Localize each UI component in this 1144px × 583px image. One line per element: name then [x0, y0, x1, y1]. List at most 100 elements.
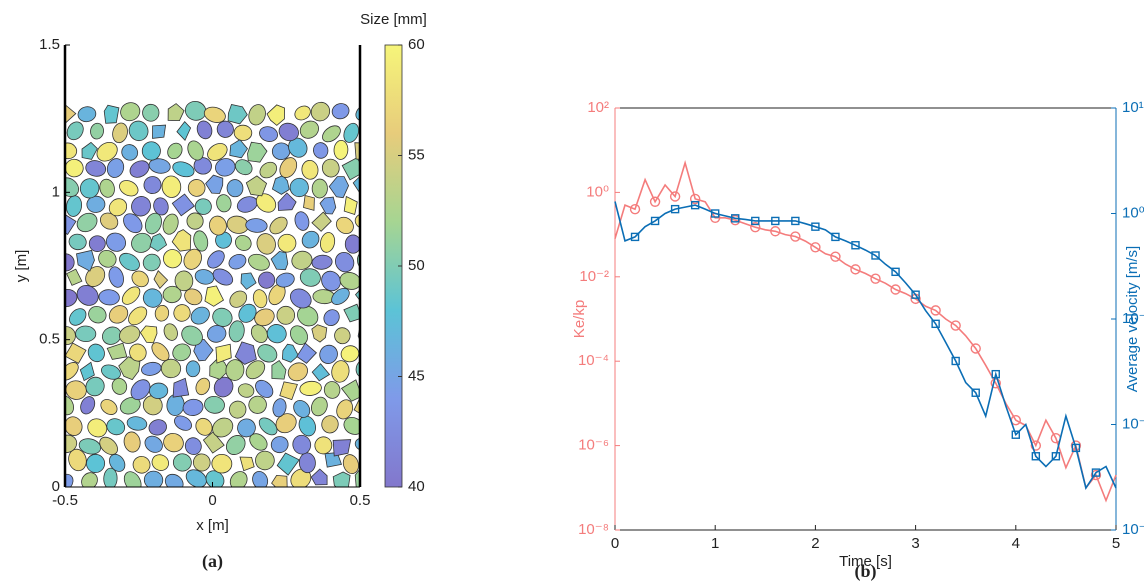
particle [319, 344, 338, 364]
particle [119, 180, 139, 197]
marker [950, 320, 961, 331]
particle [354, 142, 360, 160]
particle [245, 360, 266, 380]
particle [164, 473, 184, 487]
particle [215, 231, 232, 249]
particle [85, 266, 106, 287]
particle [65, 434, 78, 454]
series-line [614, 160, 1117, 503]
particle [227, 104, 248, 125]
marker [771, 216, 780, 226]
particle [163, 433, 184, 453]
particle [342, 454, 359, 475]
marker [750, 221, 761, 233]
marker [891, 267, 900, 277]
particle [334, 251, 355, 273]
particle [142, 253, 161, 272]
particle [311, 178, 328, 199]
marker [670, 204, 680, 214]
particle [331, 103, 350, 120]
particle [173, 304, 191, 322]
particle [65, 288, 78, 308]
particle [88, 235, 106, 252]
particle [258, 417, 278, 436]
particle [277, 233, 297, 253]
particle [99, 436, 118, 455]
particle [245, 175, 268, 197]
marker [1051, 452, 1061, 461]
particle [335, 216, 354, 235]
particle [271, 359, 287, 380]
particle [108, 305, 129, 324]
marker [871, 251, 880, 260]
particle [328, 176, 350, 199]
particle [299, 120, 319, 139]
y-tick-label: 10⁻⁶ [578, 437, 609, 454]
particle [354, 213, 360, 230]
particle [139, 325, 158, 344]
particle [148, 158, 171, 174]
marker [1030, 440, 1042, 451]
particle [248, 104, 266, 126]
particle [233, 124, 253, 141]
particle [132, 456, 151, 474]
particle [298, 415, 316, 437]
particle [80, 396, 96, 415]
particle [272, 398, 287, 418]
panel-b: 0 1 2 3 4 5 10⁻⁸ 10⁻⁶ 10⁻⁴ 10⁻² 10⁰ 10² 10⁻³ 10⁻² 10⁻¹… [571, 99, 1144, 582]
particle [277, 192, 297, 211]
particle [172, 161, 195, 178]
particle [85, 160, 107, 177]
particle [237, 383, 255, 398]
particle [340, 345, 360, 363]
particle [234, 235, 252, 251]
particle [216, 194, 232, 213]
particle [66, 121, 84, 141]
particle [103, 104, 120, 124]
particle [79, 361, 95, 382]
particle [321, 158, 340, 178]
particle [248, 253, 270, 271]
marker [911, 290, 920, 299]
particle [296, 342, 317, 364]
particle [101, 364, 121, 380]
particle [258, 271, 276, 289]
particle [154, 304, 170, 322]
x-tick-label: 4 [1012, 535, 1020, 552]
particle [128, 306, 148, 326]
particle [310, 101, 331, 122]
particle [291, 250, 313, 270]
particle [77, 106, 97, 123]
particle [311, 211, 332, 232]
marker [830, 251, 841, 262]
particle [336, 399, 354, 420]
particle [121, 286, 141, 305]
particle [108, 266, 124, 288]
marker [811, 222, 820, 231]
particle [96, 141, 118, 162]
particle [187, 140, 204, 161]
marker [1090, 469, 1102, 481]
marker [770, 226, 781, 237]
particle [275, 272, 295, 288]
particle [68, 233, 87, 251]
particle [65, 362, 79, 381]
particle [289, 288, 312, 309]
particle [172, 453, 192, 472]
marker [650, 216, 660, 226]
particle [205, 174, 224, 194]
particle [81, 472, 98, 487]
y-axis-label: Ke/kp [571, 300, 588, 338]
particle [65, 177, 80, 197]
particle [259, 126, 278, 142]
marker [689, 193, 701, 205]
particle [167, 103, 185, 122]
particle [99, 178, 115, 198]
particle [313, 142, 329, 159]
particle [228, 320, 245, 343]
particle [237, 418, 256, 438]
particle [311, 363, 331, 382]
particle [266, 324, 287, 344]
particle [142, 288, 163, 308]
